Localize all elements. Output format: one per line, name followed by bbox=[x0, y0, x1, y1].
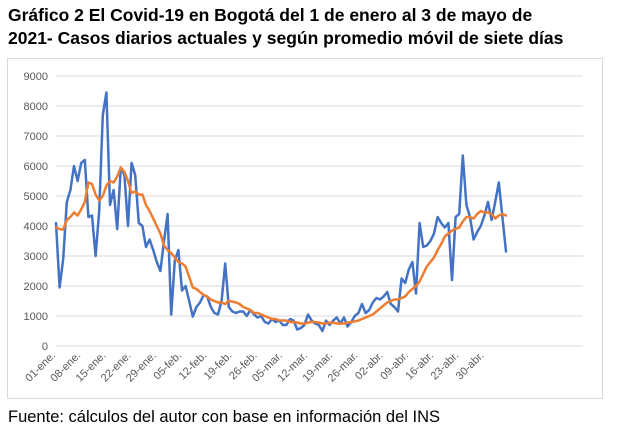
line-chart: 0 1000 2000 3000 4000 5000 6000 7000 8000 9000 01… bbox=[23, 71, 583, 385]
y-tick-label: 9000 bbox=[24, 71, 48, 83]
y-tick-label: 1000 bbox=[24, 311, 48, 323]
daily-cases-line bbox=[54, 91, 508, 333]
gridlines bbox=[56, 75, 583, 347]
chart-title-line-2: 2021- Casos diarios actuales y según pro… bbox=[8, 28, 564, 48]
y-tick-label: 5000 bbox=[24, 191, 48, 203]
y-tick-label: 2000 bbox=[24, 281, 48, 293]
y-tick-label: 0 bbox=[42, 341, 48, 353]
x-tick-label: 30-abr. bbox=[454, 350, 487, 383]
y-axis-tick-labels: 0 1000 2000 3000 4000 5000 6000 7000 8000 9000 bbox=[24, 71, 48, 353]
y-tick-label: 8000 bbox=[24, 101, 48, 113]
y-tick-label: 7000 bbox=[24, 131, 48, 143]
series-lines bbox=[54, 91, 508, 333]
y-tick-label: 4000 bbox=[24, 221, 48, 233]
chart-area: 0 1000 2000 3000 4000 5000 6000 7000 8000 9000 01… bbox=[7, 58, 603, 399]
chart-title-line-1: Gráfico 2 El Covid-19 en Bogotá del 1 de… bbox=[8, 5, 533, 25]
x-axis-tick-labels: 01-ene.08-ene.15-ene.22-ene.29-ene.05-fe… bbox=[23, 350, 486, 385]
y-tick-label: 3000 bbox=[24, 251, 48, 263]
moving-average-line bbox=[54, 166, 508, 325]
chart-title: Gráfico 2 El Covid-19 en Bogotá del 1 de… bbox=[8, 4, 614, 50]
y-tick-label: 6000 bbox=[24, 161, 48, 173]
source-note: Fuente: cálculos del autor con base en i… bbox=[8, 408, 440, 426]
